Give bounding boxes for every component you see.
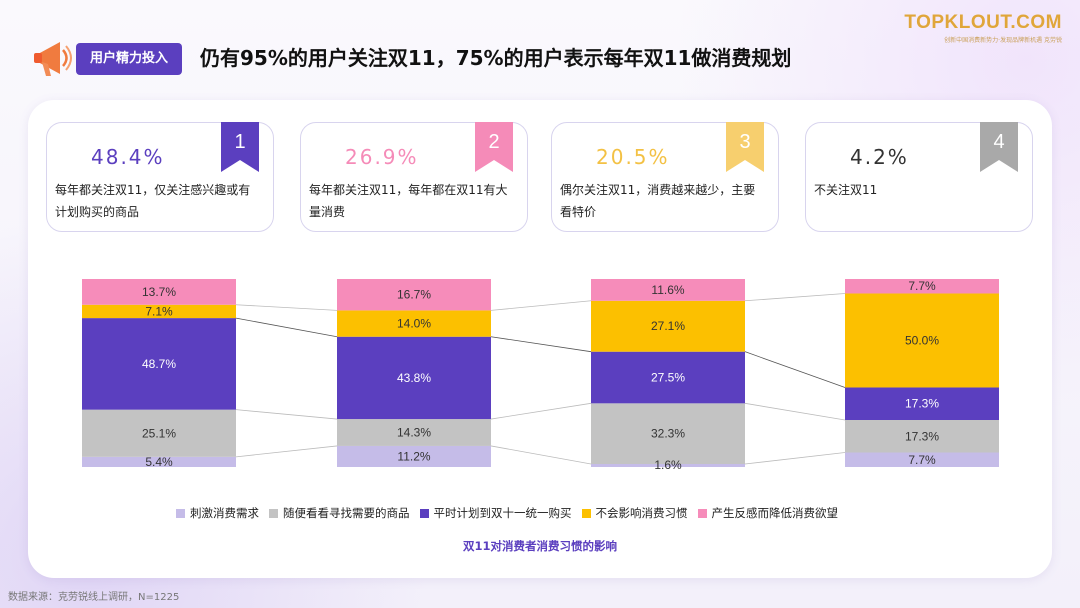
stat-card-description: 不关注双11 (814, 183, 878, 197)
bar-segment (591, 351, 745, 404)
bar-segment (591, 463, 745, 467)
data-source-note: 数据来源：克劳锐线上调研，N=1225 (8, 592, 180, 603)
stat-card-description: 偶尔关注双11，消费越来越少，主要看特价 (560, 183, 756, 219)
stat-card-2: 26.9% 每年都关注双11，每年都在双11有大量消费 2 (300, 122, 528, 232)
legend-label: 产生反感而降低消费欲望 (711, 506, 839, 520)
brand-logo: TOPKLOUT.COM 创新中国消费新势力·发现品牌新机遇 克劳锐 (904, 12, 1062, 44)
ribbon-flag-icon (475, 122, 513, 172)
bar-segment (591, 300, 745, 352)
bar-segment (337, 445, 491, 467)
bar-segment (591, 403, 745, 464)
page-title: 仍有95%的用户关注双11，75%的用户表示每年双11做消费规划 (200, 46, 792, 70)
bar-data-label: 1.6% (654, 458, 682, 472)
series-connector-line (235, 409, 338, 420)
bar-segment (591, 279, 745, 301)
bar-segment (845, 387, 999, 420)
series-connector-line (490, 336, 592, 353)
legend-label: 平时计划到双十一统一购买 (433, 506, 572, 520)
megaphone-icon (34, 42, 72, 76)
stat-card-description: 每年都关注双11，仅关注感兴趣或有计划购买的商品 (55, 183, 251, 219)
bar-data-label: 11.6% (651, 283, 684, 297)
bar-data-label: 13.7% (142, 285, 176, 299)
bar-data-label: 7.7% (908, 453, 936, 467)
legend-swatch (581, 508, 591, 518)
bar-data-label: 17.3% (905, 397, 939, 411)
legend-swatch (697, 508, 707, 518)
bar-data-label: 25.1% (142, 426, 176, 440)
stat-card-percent: 20.5% (596, 145, 670, 169)
stat-card-4: 4.2% 不关注双11 4 (805, 122, 1033, 232)
legend-item: 随便看看寻找需要的商品 (269, 505, 410, 521)
bar-data-label: 43.8% (397, 371, 431, 385)
bar-data-label: 7.7% (908, 279, 936, 293)
bar-data-label: 32.3% (651, 427, 685, 441)
ribbon-flag-icon (980, 122, 1018, 172)
series-connector-line (490, 300, 592, 311)
legend-swatch (419, 508, 429, 518)
brand-tagline: 创新中国消费新势力·发现品牌新机遇 克劳锐 (944, 37, 1062, 44)
series-connector-line (235, 304, 338, 311)
stat-card-percent: 4.2% (850, 145, 909, 169)
bar-data-label: 16.7% (397, 288, 431, 302)
chart-legend: 刺激消费需求 随便看看寻找需要的商品 平时计划到双十一统一购买 不会影响消费习惯 产生反… (176, 505, 838, 521)
bar-data-label: 17.3% (905, 429, 939, 443)
legend-label: 不会影响消费习惯 (595, 506, 688, 520)
bar-segment (82, 409, 236, 457)
bar-data-label: 5.4% (145, 455, 173, 469)
legend-swatch (176, 508, 185, 518)
legend-item: 产生反感而降低消费欲望 (697, 505, 839, 521)
ribbon-flag-icon (726, 122, 764, 172)
stat-card-percent: 48.4% (91, 145, 165, 169)
stat-card-number: 4 (993, 131, 1005, 153)
bar-segment (845, 279, 999, 294)
legend-label: 刺激消费需求 (190, 506, 259, 520)
bar-segment (82, 304, 236, 319)
legend-item: 平时计划到双十一统一购买 (419, 505, 572, 521)
bar-data-label: 48.7% (142, 357, 176, 371)
legend-label: 随便看看寻找需要的商品 (283, 506, 410, 520)
bar-segment (82, 456, 236, 467)
stat-card-number: 1 (234, 131, 246, 153)
bar-segment (337, 279, 491, 311)
stat-card-1: 48.4% 每年都关注双11，仅关注感兴趣或有计划购买的商品 1 (46, 122, 274, 232)
bar-segment (337, 310, 491, 337)
stat-card-3: 20.5% 偶尔关注双11，消费越来越少，主要看特价 3 (551, 122, 779, 232)
chart-title: 双11对消费者消费习惯的影响 (462, 539, 617, 553)
stat-card-percent: 26.9% (345, 145, 419, 169)
stat-card-number: 3 (739, 131, 751, 153)
bar-segment (82, 318, 236, 410)
series-connector-line (490, 402, 592, 420)
stat-card-description: 每年都关注双11，每年都在双11有大量消费 (309, 183, 508, 219)
ribbon-flag-icon (221, 122, 259, 172)
legend-item: 不会影响消费习惯 (581, 505, 688, 521)
bar-data-label: 14.0% (397, 317, 431, 331)
legend-item: 刺激消费需求 (176, 505, 259, 521)
bar-segment (845, 452, 999, 467)
bar-segment (337, 336, 491, 420)
bar-segment (845, 293, 999, 388)
bar-segment (337, 419, 491, 446)
bar-segment (845, 420, 999, 453)
series-connector-line (235, 317, 338, 338)
bar-data-label: 11.2% (397, 449, 430, 463)
series-connector-line (744, 351, 846, 388)
bar-data-label: 27.5% (651, 371, 685, 385)
stat-card-number: 2 (488, 131, 500, 153)
brand-name: TOPKLOUT.COM (904, 12, 1062, 33)
bar-data-label: 27.1% (651, 319, 685, 333)
series-connector-line (744, 402, 846, 421)
bar-data-label: 7.1% (145, 304, 173, 318)
bar-segment (82, 279, 236, 305)
bar-data-label: 14.3% (397, 426, 431, 440)
section-tag: 用户精力投入 (76, 43, 182, 75)
series-connector-line (744, 452, 846, 465)
bar-data-label: 50.0% (905, 333, 939, 347)
series-connector-line (744, 293, 846, 302)
series-connector-line (490, 445, 592, 465)
series-connector-line (235, 445, 338, 458)
legend-swatch (269, 508, 278, 518)
